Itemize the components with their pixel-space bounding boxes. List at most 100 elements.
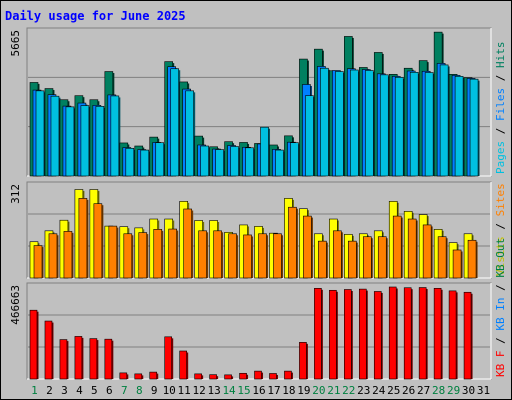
- bar-kb-f-day-12: [194, 373, 202, 380]
- bar-kb-f-day-18: [284, 370, 292, 380]
- x-tick-label-8: 8: [136, 384, 143, 397]
- bar-pages-day-20: [320, 67, 329, 177]
- bar-sites-day-3: [63, 231, 73, 279]
- bar-kb-f-day-5: [89, 338, 98, 380]
- bar-sites-day-7: [123, 233, 133, 279]
- panel-legend: Pages / Files / Hits: [494, 42, 507, 175]
- bar-sites-day-2: [48, 233, 58, 279]
- x-tick-label-10: 10: [163, 384, 176, 397]
- x-tick-label-6: 6: [106, 384, 113, 397]
- bar-sites-day-27: [422, 224, 432, 279]
- bar-kb-f-day-30: [463, 291, 472, 380]
- bar-kb-f-day-26: [403, 287, 412, 380]
- bar-sites-day-1: [33, 245, 43, 279]
- bar-kb-f-day-11: [179, 350, 187, 380]
- bar-kb-f-day-8: [134, 373, 143, 380]
- legend-entry: KB Out: [494, 238, 507, 278]
- bar-pages-day-27: [424, 72, 434, 177]
- bar-kb-f-day-21: [329, 289, 337, 380]
- x-tick-label-9: 9: [151, 384, 158, 397]
- bar-pages-day-25: [394, 77, 404, 177]
- bar-kb-f-day-28: [433, 288, 442, 380]
- x-tick-label-26: 26: [402, 384, 415, 397]
- bar-pages-day-16: [260, 126, 269, 177]
- x-tick-label-4: 4: [76, 384, 83, 397]
- bar-sites-day-30: [467, 239, 477, 279]
- bar-sites-day-21: [333, 230, 342, 279]
- bar-pages-day-29: [454, 76, 464, 177]
- bar-pages-day-9: [155, 142, 165, 177]
- bar-pages-day-5: [95, 106, 105, 177]
- bar-sites-day-23: [362, 236, 372, 279]
- bar-kb-f-day-23: [358, 288, 367, 380]
- bar-sites-day-13: [213, 230, 222, 279]
- bar-sites-day-9: [153, 229, 163, 279]
- bar-kb-f-day-27: [418, 287, 427, 380]
- bar-pages-day-22: [350, 69, 359, 177]
- bar-sites-day-16: [258, 233, 267, 279]
- x-tick-label-20: 20: [312, 384, 325, 397]
- bar-sites-day-14: [228, 233, 237, 279]
- bar-kb-f-day-20: [314, 288, 322, 380]
- bar-sites-day-26: [407, 218, 417, 279]
- x-tick-label-29: 29: [447, 384, 460, 397]
- bar-kb-f-day-16: [254, 370, 262, 380]
- x-tick-label-5: 5: [91, 384, 98, 397]
- bar-pages-day-23: [364, 70, 374, 177]
- bar-kb-f-day-14: [224, 374, 232, 380]
- bar-sites-day-29: [452, 249, 462, 279]
- bar-pages-day-30: [469, 78, 479, 177]
- bar-sites-day-24: [377, 236, 387, 279]
- bar-kb-f-day-25: [388, 286, 397, 380]
- legend-entry: KB F: [494, 351, 507, 378]
- legend-entry: /: [494, 216, 507, 236]
- legend-entry: /: [494, 68, 507, 88]
- panel-1: 5665 Pages / Files / Hits: [9, 27, 507, 177]
- x-tick-label-16: 16: [252, 384, 265, 397]
- legend-entry: Pages: [494, 141, 507, 174]
- bar-sites-day-8: [138, 232, 148, 279]
- x-tick-label-22: 22: [342, 384, 355, 397]
- panel-legend: KB F / KB In / KB Out: [494, 238, 507, 377]
- bar-kb-f-day-10: [164, 336, 173, 380]
- x-tick-label-28: 28: [432, 384, 445, 397]
- x-tick-label-14: 14: [222, 384, 236, 397]
- bar-pages-day-12: [200, 145, 209, 177]
- bar-kb-f-day-24: [373, 291, 382, 380]
- x-tick-label-31: 31: [477, 384, 490, 397]
- x-tick-label-17: 17: [267, 384, 280, 397]
- panel-3: 466663 KB F / KB In / KB Out: [9, 238, 507, 380]
- chart-title: Daily usage for June 2025: [5, 9, 186, 23]
- bar-kb-f-day-6: [104, 338, 113, 380]
- bar-pages-day-3: [65, 106, 75, 177]
- bar-sites-day-25: [392, 215, 402, 279]
- bar-pages-day-17: [275, 149, 284, 177]
- bar-kb-f-day-4: [74, 336, 83, 380]
- bar-sites-day-22: [348, 240, 357, 279]
- bar-kb-f-day-22: [344, 289, 352, 380]
- x-tick-label-25: 25: [387, 384, 400, 397]
- bar-sites-day-28: [437, 236, 447, 279]
- x-tick-label-21: 21: [327, 384, 340, 397]
- x-tick-label-2: 2: [46, 384, 53, 397]
- bar-sites-day-20: [318, 240, 327, 279]
- bar-kb-f-day-1: [29, 309, 38, 380]
- bar-sites-day-18: [288, 206, 297, 279]
- bar-pages-day-10: [170, 68, 180, 177]
- bar-sites-day-19: [303, 215, 312, 279]
- bar-pages-day-8: [140, 149, 150, 177]
- x-tick-label-7: 7: [121, 384, 128, 397]
- bar-kb-f-day-19: [299, 342, 307, 380]
- bar-pages-day-7: [125, 147, 135, 177]
- legend-entry: /: [494, 331, 507, 351]
- bar-sites-day-4: [78, 198, 88, 279]
- bar-sites-day-6: [108, 225, 118, 279]
- bar-kb-f-day-29: [448, 290, 457, 380]
- x-axis: 1 2 3 4 5 6 7 8 9 10 11 12 13 14 15 16 17 18 19 20 21 22 23 24 2…: [31, 384, 490, 397]
- bar-sites-day-12: [198, 230, 207, 279]
- x-tick-label-30: 30: [462, 384, 475, 397]
- legend-entry: Files: [494, 88, 507, 121]
- bar-kb-f-day-17: [269, 373, 277, 380]
